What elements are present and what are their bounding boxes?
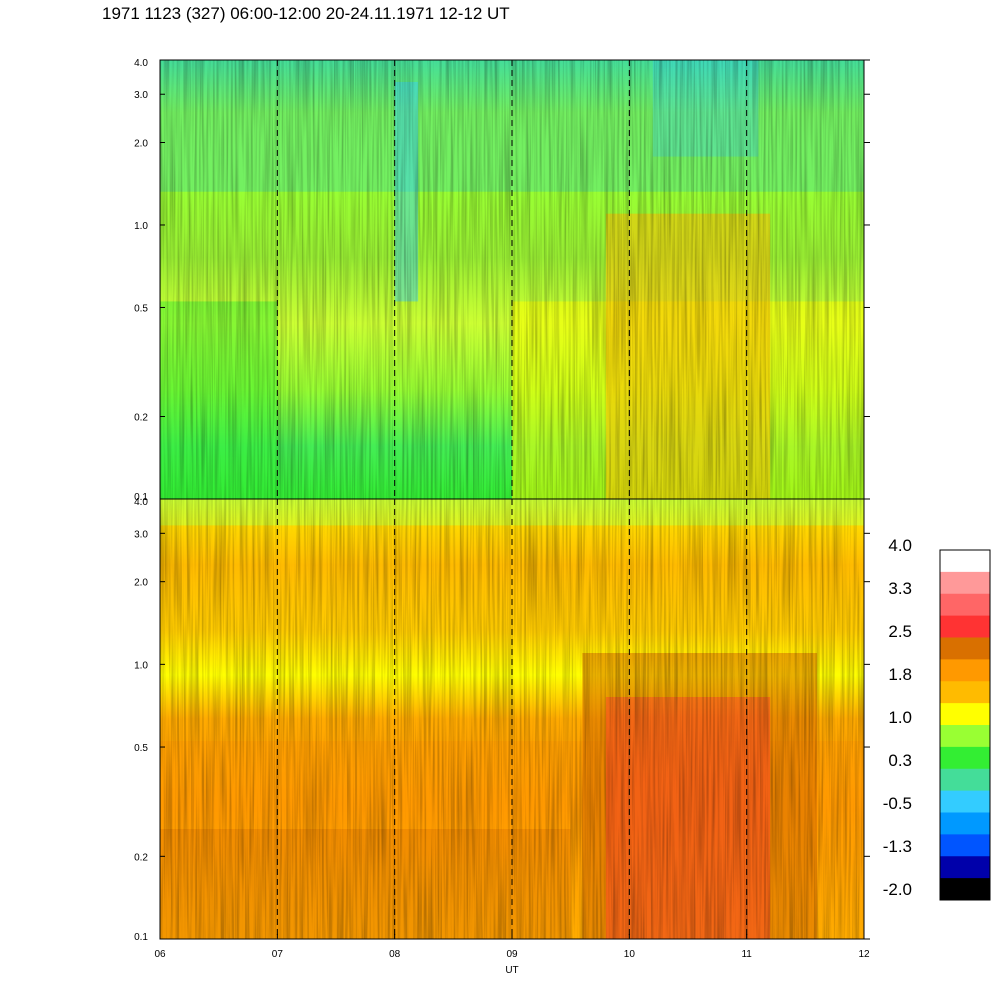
x-tick-label: 11	[741, 949, 752, 960]
upper-y-tick-label: 3.0	[134, 90, 148, 101]
upper-panel: 4.0 3.0 2.0 1.0 0.5 0.2 0.1	[134, 58, 870, 503]
x-tick-label: 06	[154, 949, 166, 960]
lower-y-tick-label: 4.0	[134, 497, 148, 508]
upper-y-tick-label: 4.0	[134, 58, 148, 69]
colorbar-label: -2.0	[883, 880, 912, 899]
colorbar-swatch	[940, 834, 990, 857]
colorbar-swatch	[940, 659, 990, 682]
upper-y-tick-label: 1.0	[134, 221, 148, 232]
colorbar-swatch	[940, 571, 990, 595]
upper-y-tick-label: 2.0	[134, 138, 148, 149]
colorbar-label: 0.3	[888, 751, 912, 770]
lower-y-tick-label: 1.0	[134, 660, 148, 671]
colorbar-swatch	[940, 637, 990, 660]
upper-y-tick-label: 0.1	[134, 492, 148, 503]
colorbar-label: 2.5	[888, 622, 912, 641]
colorbar-swatch	[940, 615, 990, 638]
colorbar-swatch	[940, 790, 990, 813]
upper-y-tick-label: 0.2	[134, 413, 148, 424]
lower-y-tick-label: 0.5	[134, 743, 148, 754]
lower-y-tick-label: 2.0	[134, 578, 148, 589]
colorbar-label: 1.8	[888, 665, 912, 684]
lower-y-tick-label: 3.0	[134, 529, 148, 540]
colorbar-swatch	[940, 681, 990, 704]
x-tick-label: 09	[506, 949, 518, 960]
colorbar-swatch	[940, 725, 990, 748]
lower-y-tick-label: 0.2	[134, 852, 148, 863]
colorbar: 4.0 3.3 2.5 1.8 1.0 0.3 -0.5 -1.3 -2.0	[883, 536, 991, 901]
colorbar-swatch	[940, 550, 990, 573]
x-tick-label: 10	[624, 949, 636, 960]
colorbar-label: 1.0	[888, 708, 912, 727]
colorbar-swatch	[940, 768, 990, 792]
x-tick-label: 12	[858, 949, 870, 960]
lower-panel: 4.0 3.0 2.0 1.0 0.5 0.2 0.1	[134, 497, 870, 943]
colorbar-label: 3.3	[888, 579, 912, 598]
colorbar-swatch	[940, 878, 990, 901]
chart-title: 1971 1123 (327) 06:00-12:00 20-24.11.197…	[102, 4, 510, 23]
colorbar-swatch	[940, 593, 990, 617]
colorbar-label: -0.5	[883, 794, 912, 813]
x-tick-label: 08	[389, 949, 401, 960]
colorbar-swatch	[940, 856, 990, 879]
upper-y-tick-label: 0.5	[134, 303, 148, 314]
colorbar-swatch	[940, 703, 990, 726]
colorbar-frame	[939, 549, 991, 901]
colorbar-swatch	[940, 746, 990, 770]
lower-y-tick-label: 0.1	[134, 932, 148, 943]
colorbar-label: 4.0	[888, 536, 912, 555]
x-axis-label: UT	[505, 965, 518, 976]
x-axis: 06 07 08 09 10 11 12 UT	[154, 934, 870, 976]
colorbar-swatch	[940, 812, 990, 835]
x-tick-label: 07	[272, 949, 284, 960]
colorbar-label: -1.3	[883, 837, 912, 856]
